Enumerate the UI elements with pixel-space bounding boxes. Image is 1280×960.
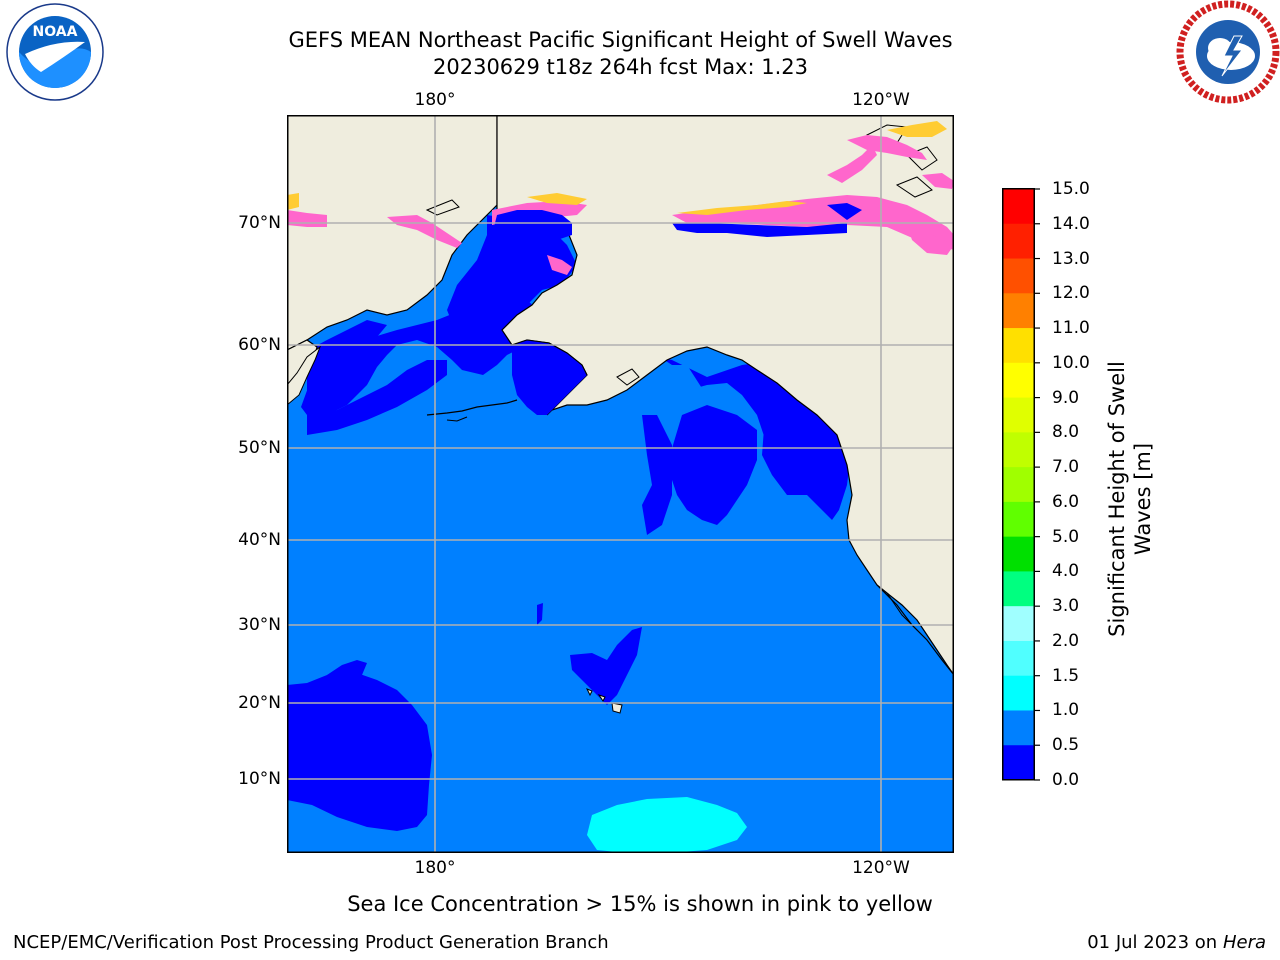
lon-tick-top-120w: 120°W: [821, 90, 941, 110]
lat-tick-40n: 40°N: [201, 530, 281, 550]
colorbar-label: 14.0: [1052, 214, 1090, 234]
colorbar-label: 13.0: [1052, 249, 1090, 269]
footer-machine: Hera: [1223, 932, 1266, 953]
colorbar-title-line1: Significant Height of Swell: [1104, 359, 1130, 639]
lon-tick-bottom-180: 180°: [375, 858, 495, 878]
footer-left: NCEP/EMC/Verification Post Processing Pr…: [13, 932, 609, 954]
colorbar-title: Significant Height of Swell Waves [m]: [1104, 359, 1156, 639]
noaa-logo-word: NOAA: [33, 24, 78, 40]
lon-tick-bottom-120w: 120°W: [821, 858, 941, 878]
lat-tick-10n: 10°N: [201, 769, 281, 789]
noaa-logo-icon: NOAA: [5, 2, 105, 102]
lat-tick-60n: 60°N: [201, 335, 281, 355]
colorbar-step: [1003, 328, 1034, 363]
colorbar-step: [1003, 189, 1034, 224]
colorbar-step: [1003, 710, 1034, 745]
colorbar-step: [1003, 745, 1034, 780]
chart-title: GEFS MEAN Northeast Pacific Significant …: [0, 27, 1241, 53]
colorbar-step: [1003, 398, 1034, 433]
lon-tick-top-180: 180°: [375, 90, 495, 110]
colorbar-label: 1.5: [1052, 666, 1079, 686]
colorbar-step: [1003, 363, 1034, 398]
colorbar-label: 5.0: [1052, 527, 1079, 547]
colorbar-step: [1003, 641, 1034, 676]
colorbar-label: 1.0: [1052, 700, 1079, 720]
map-panel: [287, 115, 954, 853]
footer-date: 01 Jul 2023 on: [1087, 932, 1223, 953]
colorbar-step: [1003, 502, 1034, 537]
colorbar-label: 8.0: [1052, 422, 1079, 442]
lat-tick-20n: 20°N: [201, 693, 281, 713]
colorbar-step: [1003, 224, 1034, 259]
colorbar-step: [1003, 606, 1034, 641]
lat-tick-30n: 30°N: [201, 615, 281, 635]
colorbar-label: 11.0: [1052, 318, 1090, 338]
colorbar-label: 0.0: [1052, 770, 1079, 790]
lat-tick-50n: 50°N: [201, 438, 281, 458]
colorbar-step: [1003, 432, 1034, 467]
sea-ice-caption: Sea Ice Concentration > 15% is shown in …: [0, 891, 1280, 917]
colorbar-label: 12.0: [1052, 283, 1090, 303]
colorbar-label: 0.5: [1052, 735, 1079, 755]
colorbar-step: [1003, 537, 1034, 572]
lat-tick-70n: 70°N: [201, 213, 281, 233]
colorbar-label: 9.0: [1052, 388, 1079, 408]
colorbar-label: 4.0: [1052, 561, 1079, 581]
chart-subtitle: 20230629 t18z 264h fcst Max: 1.23: [0, 54, 1241, 80]
colorbar-step: [1003, 676, 1034, 711]
colorbar-label: 15.0: [1052, 179, 1090, 199]
colorbar-step: [1003, 571, 1034, 606]
colorbar-step: [1003, 259, 1034, 294]
colorbar: [1002, 188, 1052, 782]
colorbar-label: 6.0: [1052, 492, 1079, 512]
nws-logo-icon: [1176, 0, 1280, 104]
colorbar-label: 10.0: [1052, 353, 1090, 373]
colorbar-label: 3.0: [1052, 596, 1079, 616]
colorbar-step: [1003, 467, 1034, 502]
colorbar-step: [1003, 293, 1034, 328]
colorbar-title-line2: Waves [m]: [1130, 359, 1156, 639]
colorbar-label: 2.0: [1052, 631, 1079, 651]
colorbar-label: 7.0: [1052, 457, 1079, 477]
footer-right: 01 Jul 2023 on Hera: [1087, 932, 1266, 954]
